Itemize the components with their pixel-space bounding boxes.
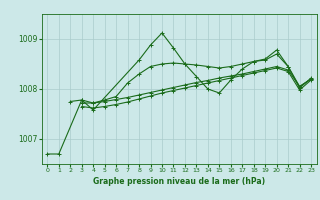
X-axis label: Graphe pression niveau de la mer (hPa): Graphe pression niveau de la mer (hPa) (93, 177, 265, 186)
